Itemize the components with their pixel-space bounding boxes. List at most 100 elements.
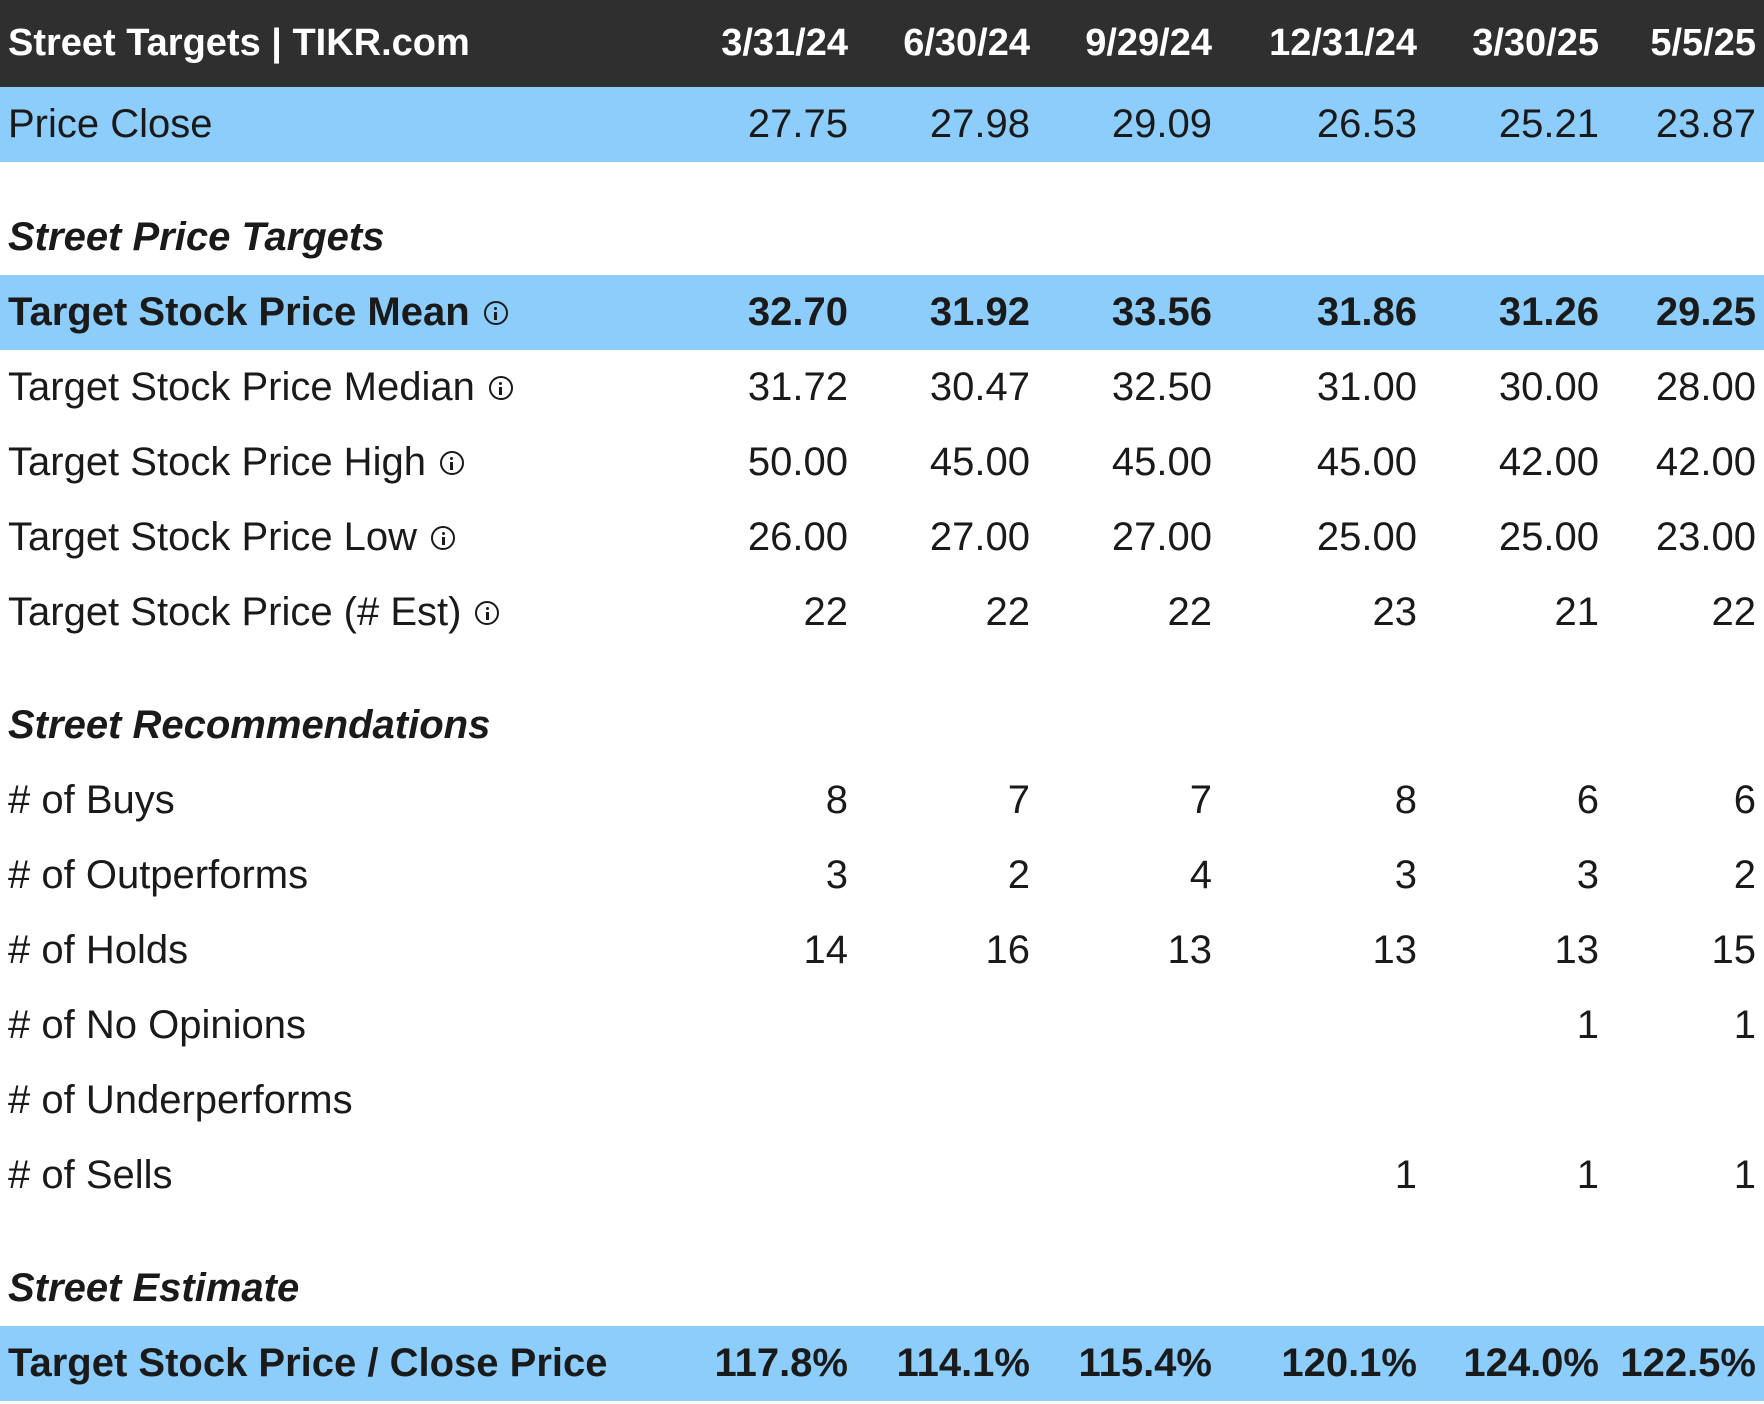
table-cell: 13 (1167, 928, 1213, 972)
table-cell: 31.26 (1498, 290, 1599, 334)
info-circle-icon[interactable] (475, 600, 500, 625)
row-label: # of Outperforms (8, 853, 309, 897)
target-est-count-row: Target Stock Price (# Est) 22 22 22 23 2… (0, 575, 1764, 650)
table-cell: 13 (1372, 928, 1418, 972)
table-cell: 29.25 (1655, 290, 1756, 334)
row-label-text: Target Stock Price High (8, 440, 426, 484)
table-cell: 117.8% (714, 1341, 848, 1385)
date-header: 12/31/24 (1269, 22, 1417, 64)
table-cell: 27.75 (747, 102, 848, 146)
date-header: 3/30/25 (1472, 22, 1599, 64)
row-label-text: Target Stock Price Low (8, 515, 418, 559)
table-cell: 45.00 (1316, 440, 1417, 484)
table-cell: 21 (1554, 590, 1600, 634)
spacer (0, 650, 1764, 688)
table-cell: 1 (1733, 1153, 1756, 1197)
table-cell: 27.00 (1111, 515, 1212, 559)
date-header: 6/30/24 (903, 22, 1030, 64)
row-label: Target Stock Price / Close Price (8, 1341, 608, 1385)
outperforms-row: # of Outperforms 3 2 4 3 3 2 (0, 838, 1764, 913)
row-label: # of Sells (8, 1153, 173, 1197)
table-cell: 26.00 (747, 515, 848, 559)
row-label: # of Holds (8, 928, 189, 972)
table-cell: 32.70 (747, 290, 848, 334)
table-cell: 1 (1576, 1003, 1599, 1047)
info-circle-icon[interactable] (439, 450, 464, 475)
row-label-text: Target Stock Price Mean (8, 290, 470, 334)
header-row: Street Targets | TIKR.com 3/31/24 6/30/2… (0, 0, 1764, 87)
table-cell: 33.56 (1111, 290, 1212, 334)
table-cell: 31.72 (747, 365, 848, 409)
table-cell: 6 (1576, 778, 1599, 822)
target-low-row: Target Stock Price Low 26.00 27.00 27.00… (0, 500, 1764, 575)
no-opinions-row: # of No Opinions 1 1 (0, 988, 1764, 1063)
table-cell: 31.86 (1316, 290, 1417, 334)
table-cell: 32.50 (1111, 365, 1212, 409)
table-cell: 14 (803, 928, 849, 972)
row-label: # of Buys (8, 778, 175, 822)
table-cell: 23.00 (1655, 515, 1756, 559)
section-heading: Street Recommendations (0, 688, 1764, 763)
target-close-ratio-row: Target Stock Price / Close Price 117.8% … (0, 1326, 1764, 1401)
sells-row: # of Sells 1 1 1 (0, 1138, 1764, 1213)
table-cell: 27.00 (929, 515, 1030, 559)
section-title: Street Estimate (8, 1266, 300, 1310)
date-header: 3/31/24 (721, 22, 848, 64)
table-cell: 27.98 (929, 102, 1030, 146)
price-close-row: Price Close 27.75 27.98 29.09 26.53 25.2… (0, 87, 1764, 162)
table-cell: 25.00 (1498, 515, 1599, 559)
table-cell: 13 (1554, 928, 1600, 972)
table-cell: 28.00 (1655, 365, 1756, 409)
table-cell: 30.00 (1498, 365, 1599, 409)
row-label: # of No Opinions (8, 1003, 306, 1047)
target-high-row: Target Stock Price High 50.00 45.00 45.0… (0, 425, 1764, 500)
table-cell: 3 (1394, 853, 1417, 897)
table-cell: 22 (985, 590, 1031, 634)
table-cell: 6 (1733, 778, 1756, 822)
info-circle-icon[interactable] (431, 525, 456, 550)
table-cell: 114.1% (896, 1341, 1030, 1385)
target-median-row: Target Stock Price Median 31.72 30.47 32… (0, 350, 1764, 425)
date-header: 5/5/25 (1650, 22, 1756, 64)
table-cell: 25.21 (1498, 102, 1599, 146)
row-label: Price Close (8, 102, 213, 146)
table-cell: 26.53 (1316, 102, 1417, 146)
table-cell: 115.4% (1078, 1341, 1212, 1385)
table-cell: 1 (1576, 1153, 1599, 1197)
table-cell: 7 (1189, 778, 1212, 822)
table-cell: 30.47 (929, 365, 1030, 409)
table-cell: 8 (1394, 778, 1417, 822)
table-cell: 16 (985, 928, 1031, 972)
row-label-text: Target Stock Price (# Est) (8, 590, 462, 634)
table-cell: 2 (1007, 853, 1030, 897)
table-cell: 23 (1372, 590, 1418, 634)
spacer (0, 1213, 1764, 1251)
table-cell: 22 (1167, 590, 1213, 634)
section-title: Street Price Targets (8, 215, 385, 259)
table-cell: 42.00 (1498, 440, 1599, 484)
buys-row: # of Buys 8 7 7 8 6 6 (0, 763, 1764, 838)
table-cell: 3 (825, 853, 848, 897)
info-circle-icon[interactable] (483, 300, 508, 325)
target-mean-row: Target Stock Price Mean 32.70 31.92 33.5… (0, 275, 1764, 350)
section-heading: Street Estimate (0, 1251, 1764, 1326)
info-circle-icon[interactable] (488, 375, 513, 400)
table-cell: 29.09 (1111, 102, 1212, 146)
table-cell: 31.92 (929, 290, 1030, 334)
table-cell: 8 (825, 778, 848, 822)
table-cell: 1 (1733, 1003, 1756, 1047)
table-cell: 45.00 (1111, 440, 1212, 484)
section-heading: Street Price Targets (0, 200, 1764, 275)
row-label: Target Stock Price High (8, 440, 464, 485)
row-label: Target Stock Price Mean (8, 290, 508, 335)
table-cell: 7 (1007, 778, 1030, 822)
row-label-text: Target Stock Price Median (8, 365, 475, 409)
table-cell: 122.5% (1620, 1341, 1756, 1385)
table-cell: 50.00 (747, 440, 848, 484)
table-cell: 22 (1711, 590, 1757, 634)
underperforms-row: # of Underperforms (0, 1063, 1764, 1138)
table-cell: 2 (1733, 853, 1756, 897)
row-label: Target Stock Price Median (8, 365, 513, 410)
table-cell: 42.00 (1655, 440, 1756, 484)
spacer (0, 162, 1764, 200)
